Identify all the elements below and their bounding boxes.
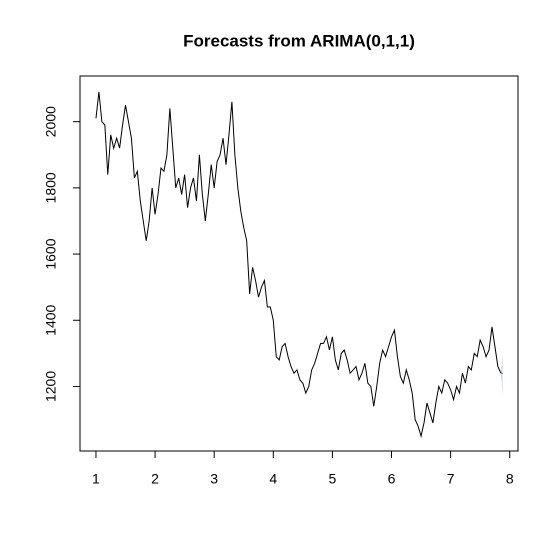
x-tick-label: 6 [388,471,396,487]
y-tick-label: 1200 [43,371,59,402]
y-tick-label: 2000 [43,106,59,137]
y-tick-label: 1400 [43,304,59,335]
chart-title: Forecasts from ARIMA(0,1,1) [183,31,415,50]
x-tick-label: 2 [151,471,159,487]
y-tick-label: 1600 [43,238,59,269]
x-tick-label: 1 [92,471,100,487]
series-line [95,91,502,439]
x-tick-label: 5 [328,471,336,487]
x-tick-label: 8 [506,471,514,487]
x-tick-label: 4 [269,471,277,487]
x-tick-label: 3 [210,471,218,487]
y-tick-label: 1800 [43,172,59,203]
forecast-interval [500,353,503,397]
x-tick-label: 7 [447,471,455,487]
